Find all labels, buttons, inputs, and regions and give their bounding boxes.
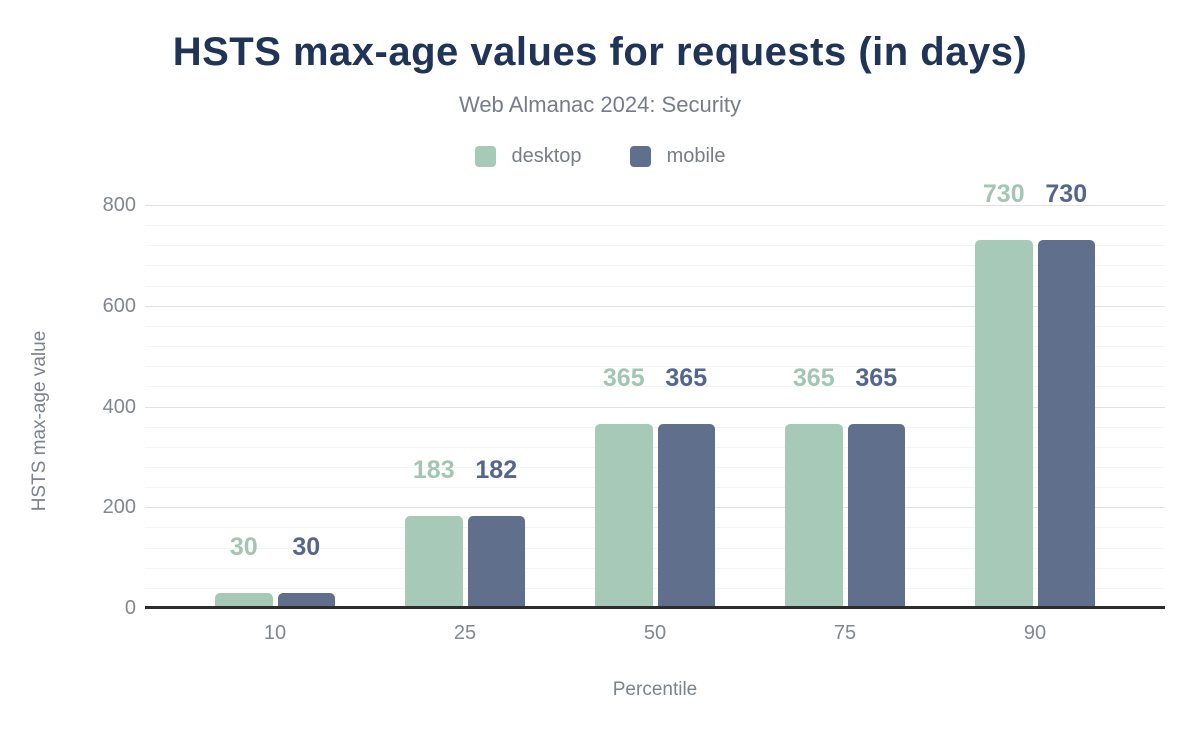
chart-title: HSTS max-age values for requests (in day… xyxy=(172,30,1028,74)
desktop-bar: 730 xyxy=(975,182,1033,608)
x-tick-label: 90 xyxy=(1023,622,1047,644)
y-tick-label: 400 xyxy=(102,395,136,418)
mobile-value-label: 730 xyxy=(1045,180,1088,209)
gridline-minor xyxy=(145,265,1165,267)
desktop-swatch-icon xyxy=(474,145,496,167)
gridline-minor xyxy=(145,527,1165,529)
desktop-value-label: 730 xyxy=(982,180,1025,209)
gridline-minor xyxy=(145,466,1165,468)
gridline-minor xyxy=(145,446,1165,448)
gridline-minor xyxy=(145,325,1165,327)
desktop-value-label: 365 xyxy=(602,364,645,393)
x-axis-ticks: 10 25 50 75 90 xyxy=(145,622,1165,645)
plot-area: 30 30 183 182 365 365 365 365 730 730 xyxy=(145,182,1165,609)
x-tick-label: 10 xyxy=(263,622,287,644)
chart-subtitle: Web Almanac 2024: Security xyxy=(458,92,742,117)
y-axis-ticks: 0 200 400 600 800 xyxy=(0,195,136,618)
gridline-major xyxy=(145,406,1165,408)
desktop-bar: 30 xyxy=(215,534,273,608)
desktop-bar: 183 xyxy=(405,457,463,608)
gridline-minor xyxy=(145,567,1165,569)
gridline-minor xyxy=(145,366,1165,368)
x-tick-label: 75 xyxy=(833,622,857,644)
mobile-bar: 365 xyxy=(657,366,715,608)
bars-row: 30 30 183 182 365 365 365 365 730 730 xyxy=(145,182,1165,608)
mobile-value-label: 365 xyxy=(855,364,898,393)
gridline-major xyxy=(145,507,1165,509)
desktop-value-label: 30 xyxy=(229,532,258,561)
y-tick-label: 0 xyxy=(124,597,136,619)
bar-group-p10: 30 30 xyxy=(215,534,335,608)
mobile-bar: 730 xyxy=(1037,182,1095,608)
legend-item-mobile: mobile xyxy=(629,144,726,168)
x-tick-label: 50 xyxy=(643,622,667,644)
mobile-value-label: 182 xyxy=(475,456,518,485)
legend-item-desktop: desktop xyxy=(474,144,582,168)
y-tick-label: 600 xyxy=(102,294,136,317)
x-tick-label: 25 xyxy=(453,622,477,644)
gridline-minor xyxy=(145,386,1165,388)
gridline-minor xyxy=(145,487,1165,489)
desktop-value-label: 365 xyxy=(792,364,835,393)
mobile-bar: 365 xyxy=(847,366,905,608)
legend: desktop mobile xyxy=(0,143,1200,169)
y-tick-label: 800 xyxy=(102,194,136,216)
y-tick-label: 200 xyxy=(102,496,136,519)
gridline-minor xyxy=(145,225,1165,227)
gridline-major xyxy=(145,205,1165,206)
desktop-bar: 365 xyxy=(595,366,653,608)
gridline-minor xyxy=(145,587,1165,589)
gridline-minor xyxy=(145,426,1165,428)
mobile-swatch-icon xyxy=(629,145,651,167)
bar-group-p25: 183 182 xyxy=(405,457,525,608)
gridline-minor xyxy=(145,285,1165,287)
mobile-bar: 30 xyxy=(277,534,335,608)
bar-group-p90: 730 730 xyxy=(975,182,1095,608)
desktop-value-label: 183 xyxy=(412,455,455,484)
mobile-value-label: 365 xyxy=(665,364,708,393)
mobile-bar: 182 xyxy=(467,458,525,608)
bar-group-p75: 365 365 xyxy=(785,366,905,608)
x-axis-line xyxy=(145,606,1165,609)
x-axis-title: Percentile xyxy=(612,679,698,700)
legend-label: mobile xyxy=(666,144,726,167)
gridline-minor xyxy=(145,346,1165,348)
bar-group-p50: 365 365 xyxy=(595,366,715,608)
gridline-minor xyxy=(145,547,1165,549)
desktop-bar: 365 xyxy=(785,366,843,608)
gridline-major xyxy=(145,305,1165,307)
gridline-minor xyxy=(145,245,1165,247)
legend-label: desktop xyxy=(511,144,582,167)
mobile-value-label: 30 xyxy=(292,532,321,561)
